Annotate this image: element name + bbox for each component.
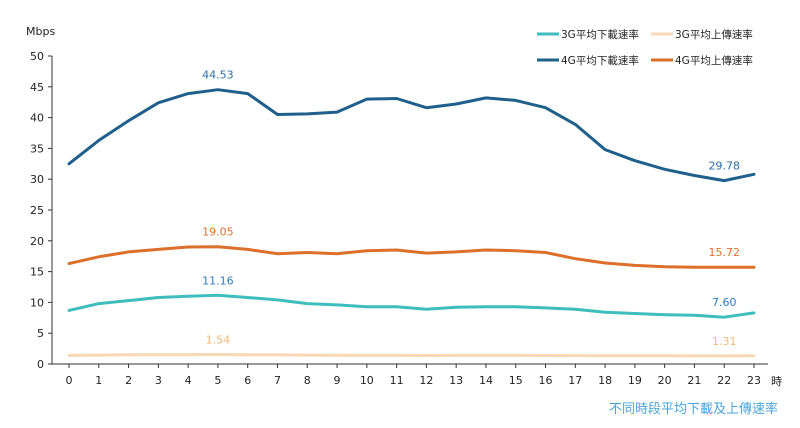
y-tick-label: 25 <box>30 204 44 217</box>
series-line-2 <box>67 88 756 183</box>
x-tick-label: 21 <box>687 374 701 387</box>
x-tick-label: 22 <box>717 374 731 387</box>
x-tick-label: 0 <box>66 374 73 387</box>
x-tick-label: 4 <box>185 374 192 387</box>
x-tick-label: 9 <box>334 374 341 387</box>
x-tick-label: 2 <box>125 374 132 387</box>
chart-caption: 不同時段平均下載及上傳速率 <box>609 401 778 417</box>
x-tick-label: 14 <box>479 374 493 387</box>
data-labels: 11.16 7.60 1.54 1.31 44.53 29.78 19.05 15.72 <box>202 69 740 348</box>
x-tick-label: 17 <box>568 374 582 387</box>
y-tick-label: 35 <box>30 142 44 155</box>
legend-label: 4G平均下載速率 <box>561 54 639 67</box>
data-label: 1.54 <box>206 334 231 347</box>
x-tick-label: 18 <box>598 374 612 387</box>
data-label: 7.60 <box>712 296 737 309</box>
x-tick-label: 16 <box>539 374 553 387</box>
data-label: 44.53 <box>202 69 234 82</box>
x-tick-label: 23 <box>747 374 761 387</box>
data-label: 29.78 <box>708 160 740 173</box>
legend: 3G平均下載速率 3G平均上傳速率 4G平均下載速率 4G平均上傳速率 <box>537 28 753 67</box>
x-tick-label: 15 <box>509 374 523 387</box>
x-tick-label: 10 <box>360 374 374 387</box>
data-label: 11.16 <box>202 274 234 287</box>
x-tick-label: 13 <box>449 374 463 387</box>
y-tick-label: 15 <box>30 266 44 279</box>
x-tick-label: 20 <box>658 374 672 387</box>
y-tick-label: 0 <box>37 358 44 371</box>
y-tick-label: 20 <box>30 235 44 248</box>
series-layer <box>67 88 756 358</box>
series-line-0 <box>67 293 756 319</box>
x-tick-label: 19 <box>628 374 642 387</box>
legend-label: 3G平均上傳速率 <box>675 28 753 41</box>
x-tick-label: 7 <box>274 374 281 387</box>
y-tick-label: 10 <box>30 296 44 309</box>
y-axis-unit-label: Mbps <box>26 25 55 38</box>
series-line-1 <box>67 353 756 358</box>
series-line-3 <box>67 245 756 269</box>
x-tick-label: 3 <box>155 374 162 387</box>
y-tick-label: 45 <box>30 81 44 94</box>
x-tick-label: 6 <box>244 374 251 387</box>
y-tick-label: 5 <box>37 327 44 340</box>
x-tick-label: 12 <box>419 374 433 387</box>
x-tick-label: 11 <box>390 374 404 387</box>
data-label: 19.05 <box>202 226 234 239</box>
x-axis-unit-label: 時 <box>771 375 782 388</box>
y-tick-label: 40 <box>30 112 44 125</box>
x-tick-label: 5 <box>214 374 221 387</box>
x-tick-label: 8 <box>304 374 311 387</box>
y-tick-label: 50 <box>30 50 44 63</box>
legend-label: 3G平均下載速率 <box>561 28 639 41</box>
data-label: 15.72 <box>708 246 740 259</box>
x-tick-label: 1 <box>95 374 102 387</box>
y-tick-label: 30 <box>30 173 44 186</box>
legend-label: 4G平均上傳速率 <box>675 54 753 67</box>
data-label: 1.31 <box>712 335 737 348</box>
